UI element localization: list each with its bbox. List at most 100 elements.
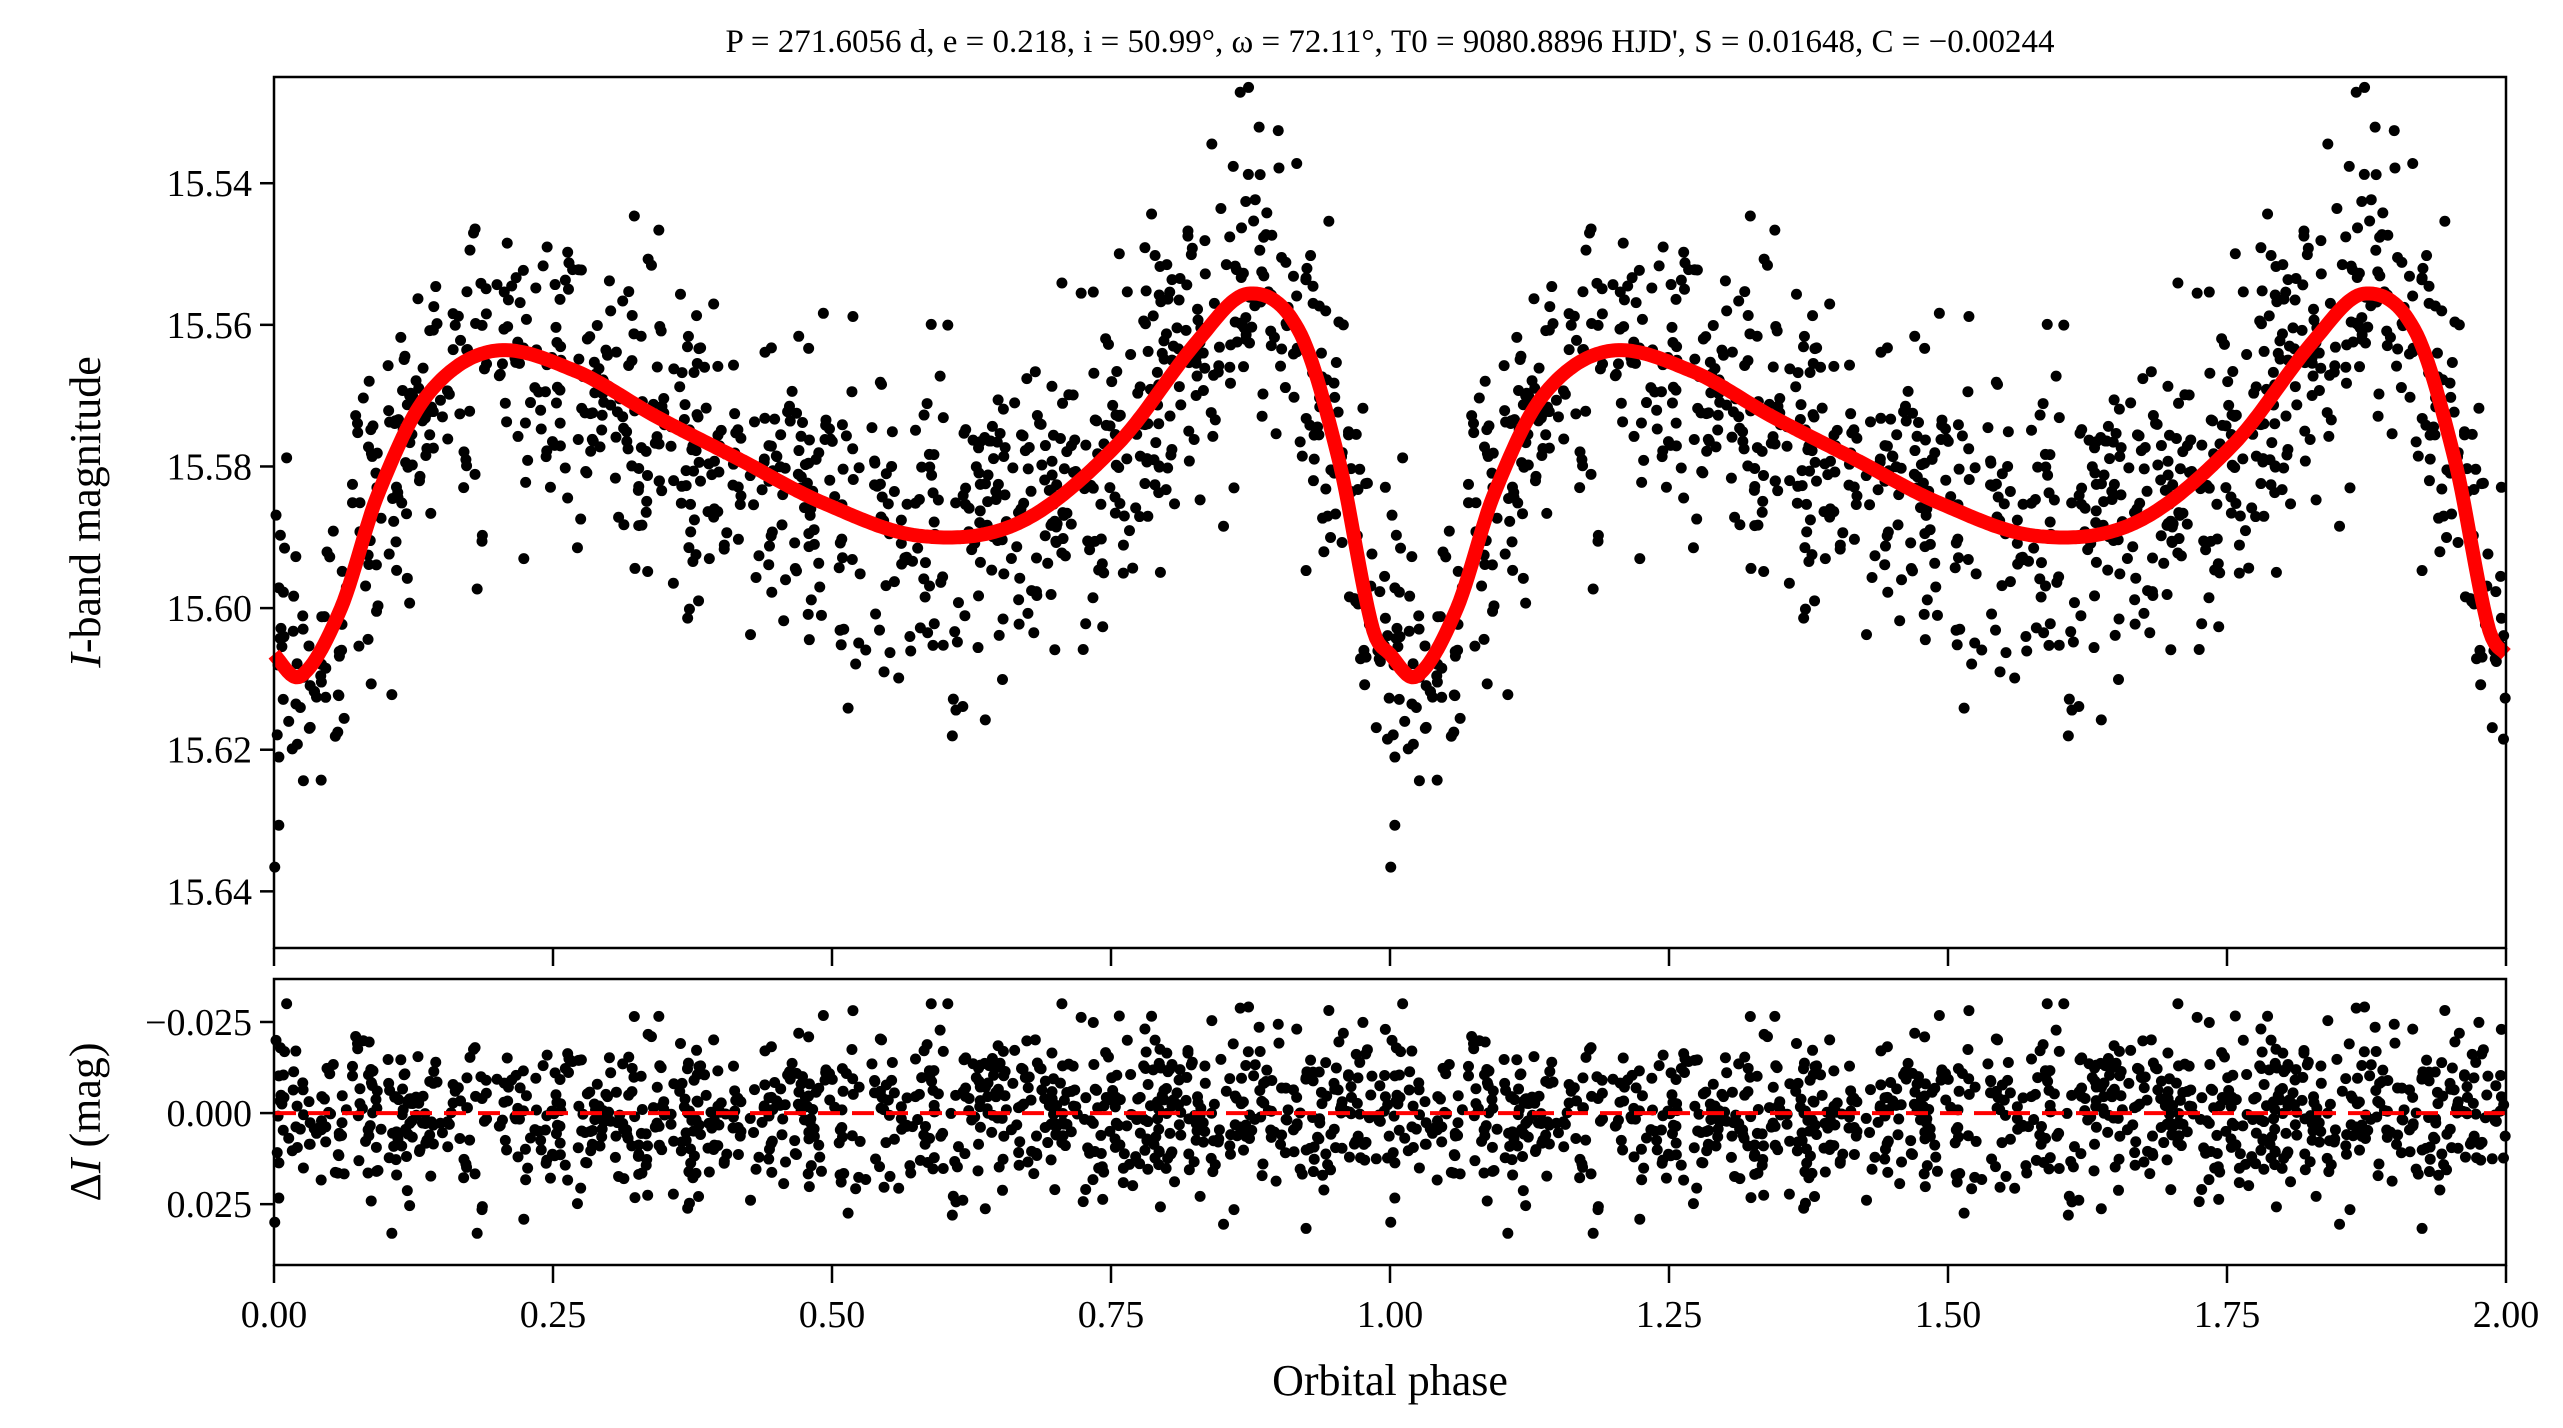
- residual-point: [1287, 1124, 1299, 1136]
- observation-point: [1670, 293, 1682, 305]
- residual-point: [884, 1170, 896, 1182]
- observation-point: [1139, 478, 1151, 490]
- residual-point: [2115, 1090, 2127, 1102]
- residual-point: [878, 1181, 890, 1193]
- observation-point: [798, 502, 810, 514]
- observation-point: [1181, 279, 1193, 291]
- residual-point: [2449, 1036, 2461, 1048]
- observation-point: [2175, 550, 2187, 562]
- observation-point: [2127, 541, 2139, 553]
- observation-point: [947, 693, 959, 705]
- residual-point: [1994, 1104, 2006, 1116]
- observation-point: [427, 324, 439, 336]
- residual-point: [1173, 1074, 1185, 1086]
- residual-point: [2230, 1094, 2242, 1106]
- observation-point: [905, 645, 917, 657]
- residual-point: [1013, 1159, 1025, 1171]
- observation-point: [2282, 274, 2294, 286]
- residual-point: [2112, 1184, 2124, 1196]
- residual-point: [2237, 1120, 2249, 1132]
- observation-point: [2011, 537, 2023, 549]
- residual-point: [513, 1113, 525, 1125]
- residual-point: [579, 1126, 591, 1138]
- observation-point: [1798, 330, 1810, 342]
- observation-point: [928, 618, 940, 630]
- observation-point: [2473, 402, 2485, 414]
- residual-point: [2490, 1080, 2502, 1092]
- observation-point: [2297, 279, 2309, 291]
- residual-point: [815, 1165, 827, 1177]
- residual-point: [2234, 1148, 2246, 1160]
- residual-point: [621, 1129, 633, 1141]
- residual-point: [1336, 1099, 1348, 1111]
- observation-point: [2495, 612, 2507, 624]
- residual-point: [2340, 1148, 2352, 1160]
- observation-point: [541, 445, 553, 457]
- residual-point: [1397, 998, 1409, 1010]
- observation-point: [2076, 482, 2088, 494]
- observation-point: [1056, 277, 1068, 289]
- residual-point: [2017, 1092, 2029, 1104]
- observation-point: [1902, 385, 1914, 397]
- observation-point: [853, 637, 865, 649]
- observation-point: [1291, 290, 1303, 302]
- residual-point: [2068, 1141, 2080, 1153]
- observation-point: [2246, 502, 2258, 514]
- observation-point: [1845, 408, 1857, 420]
- residual-point: [391, 1169, 403, 1181]
- observation-point: [1013, 594, 1025, 606]
- residual-point: [655, 1062, 667, 1074]
- observation-point: [2129, 618, 2141, 630]
- observation-point: [694, 475, 706, 487]
- observation-point: [1479, 558, 1491, 570]
- observation-point: [2340, 361, 2352, 373]
- residual-point: [1488, 1164, 1500, 1176]
- observation-point: [1514, 354, 1526, 366]
- residual-point: [703, 1166, 715, 1178]
- observation-point: [2452, 536, 2464, 548]
- x-axis-label: Orbital phase: [1272, 1356, 1508, 1405]
- residual-point: [2106, 1086, 2118, 1098]
- residual-point: [2269, 1159, 2281, 1171]
- observation-point: [999, 442, 1011, 454]
- residual-point: [1229, 1090, 1241, 1102]
- observation-point: [320, 691, 332, 703]
- residual-point: [1592, 1204, 1604, 1216]
- residual-point: [2350, 1002, 2362, 1014]
- observation-point: [1127, 562, 1139, 574]
- observation-point: [1246, 321, 1258, 333]
- residual-point: [1500, 1084, 1512, 1096]
- residual-point: [1208, 1135, 1220, 1147]
- residual-point: [715, 1097, 727, 1109]
- observation-point: [919, 591, 931, 603]
- residual-point: [1691, 1054, 1703, 1066]
- residual-point: [2486, 1153, 2498, 1165]
- observation-point: [1249, 194, 1261, 206]
- observation-point: [2229, 461, 2241, 473]
- observation-point: [1646, 282, 1658, 294]
- residual-point: [2155, 1075, 2167, 1087]
- residual-point: [1142, 1163, 1154, 1175]
- residual-point: [455, 1095, 467, 1107]
- residual-point: [1733, 1058, 1745, 1070]
- observation-point: [2114, 568, 2126, 580]
- observation-point: [458, 482, 470, 494]
- observation-point: [993, 629, 1005, 641]
- residual-point: [1199, 1077, 1211, 1089]
- observation-point: [572, 434, 584, 446]
- observation-point: [2289, 381, 2301, 393]
- observation-point: [610, 431, 622, 443]
- observation-point: [353, 640, 365, 652]
- observation-point: [874, 624, 886, 636]
- observation-point: [520, 313, 532, 325]
- observation-point: [1757, 495, 1769, 507]
- observation-point: [728, 359, 740, 371]
- residual-point: [1697, 1088, 1709, 1100]
- residual-point: [2388, 1018, 2400, 1030]
- residual-point: [1325, 1164, 1337, 1176]
- residual-point: [468, 1043, 480, 1055]
- observation-point: [1049, 644, 1061, 656]
- residual-point: [1046, 1086, 1058, 1098]
- observation-point: [2161, 589, 2173, 601]
- residual-point: [1670, 1073, 1682, 1085]
